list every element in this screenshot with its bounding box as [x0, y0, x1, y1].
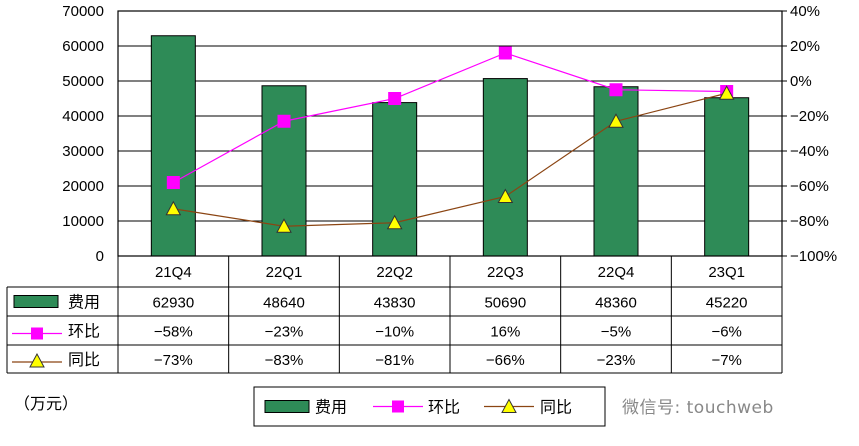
point-huanbi-22Q3 — [498, 46, 512, 60]
y-right-tick-label: −80% — [790, 213, 829, 230]
table-cell: −5% — [601, 324, 631, 341]
point-tongbi-23Q1 — [718, 85, 735, 100]
y-left-tick-label: 70000 — [62, 3, 104, 20]
table-cell: 16% — [490, 324, 520, 341]
table-series-name: 费用 — [68, 293, 100, 312]
table-cell: 50690 — [484, 295, 526, 312]
point-tongbi-22Q1 — [276, 218, 292, 233]
point-huanbi-22Q1 — [277, 114, 291, 128]
y-left-tick-label: 50000 — [62, 73, 104, 90]
unit-label: （万元） — [14, 394, 78, 413]
legend-label: 同比 — [540, 398, 572, 417]
bar-22Q4 — [593, 86, 639, 257]
x-tick-label: 22Q4 — [598, 264, 635, 281]
legend-label: 费用 — [315, 398, 347, 417]
legend — [253, 386, 606, 427]
table-series-name: 同比 — [68, 350, 100, 369]
table-cell: 45220 — [706, 295, 748, 312]
y-left-tick-label: 30000 — [62, 143, 104, 160]
table-cell: −58% — [154, 324, 193, 341]
point-huanbi-22Q2 — [388, 92, 402, 105]
table-cell: 43830 — [374, 295, 416, 312]
table-cell: −23% — [265, 324, 304, 341]
point-tongbi-22Q3 — [497, 188, 514, 203]
table-key-marker — [29, 352, 45, 368]
table-cell: −7% — [711, 352, 741, 369]
y-left-tick-label: 10000 — [62, 213, 104, 230]
y-left-tick-label: 60000 — [62, 38, 104, 55]
y-right-tick-label: −40% — [790, 143, 829, 160]
x-tick-label: 22Q3 — [487, 264, 524, 281]
x-tick-label: 23Q1 — [708, 264, 745, 281]
table-cell: −23% — [597, 352, 636, 369]
table-cell: −66% — [486, 352, 525, 369]
table-cell: −6% — [711, 324, 741, 341]
point-huanbi-21Q4 — [166, 176, 180, 189]
plot-frame — [117, 10, 783, 257]
table-cell: 48640 — [263, 295, 305, 312]
table-cell: 48360 — [595, 295, 637, 312]
y-left-tick-label: 0 — [96, 248, 104, 265]
table-series-name: 环比 — [68, 322, 100, 341]
legend-key-bar — [264, 400, 310, 413]
y-right-tick-label: −60% — [790, 178, 829, 195]
x-tick-label: 21Q4 — [155, 264, 192, 281]
point-huanbi-22Q4 — [609, 83, 623, 97]
y-left-tick-label: 20000 — [62, 178, 104, 195]
x-tick-label: 22Q1 — [266, 264, 303, 281]
y-right-tick-label: 40% — [790, 3, 820, 20]
table-cell: −83% — [265, 352, 304, 369]
line-huanbi — [173, 52, 727, 184]
table-key-marker — [31, 327, 43, 340]
y-right-tick-label: 20% — [790, 38, 820, 55]
table-cell: 62930 — [152, 295, 194, 312]
table-key-bar — [13, 295, 59, 308]
table-cell: −10% — [375, 324, 414, 341]
legend-key-marker — [501, 398, 517, 413]
y-right-tick-label: 0% — [790, 73, 812, 90]
legend-label: 环比 — [428, 398, 460, 417]
bar-22Q3 — [482, 78, 528, 257]
y-left-tick-label: 40000 — [62, 108, 104, 125]
legend-key-marker — [392, 400, 404, 413]
y-right-tick-label: −20% — [790, 108, 829, 125]
point-tongbi-22Q4 — [608, 113, 624, 128]
point-tongbi-22Q2 — [386, 214, 403, 230]
table-cell: −81% — [375, 352, 414, 369]
bar-23Q1 — [704, 97, 750, 257]
line-tongbi — [173, 92, 727, 227]
bar-21Q4 — [150, 35, 196, 257]
table-cell: −73% — [154, 352, 193, 369]
x-tick-label: 22Q2 — [376, 264, 413, 281]
y-right-tick-label: −100% — [790, 248, 837, 265]
watermark: 微信号: touchweb — [622, 398, 774, 418]
point-tongbi-21Q4 — [165, 200, 182, 216]
bar-22Q2 — [372, 102, 418, 257]
